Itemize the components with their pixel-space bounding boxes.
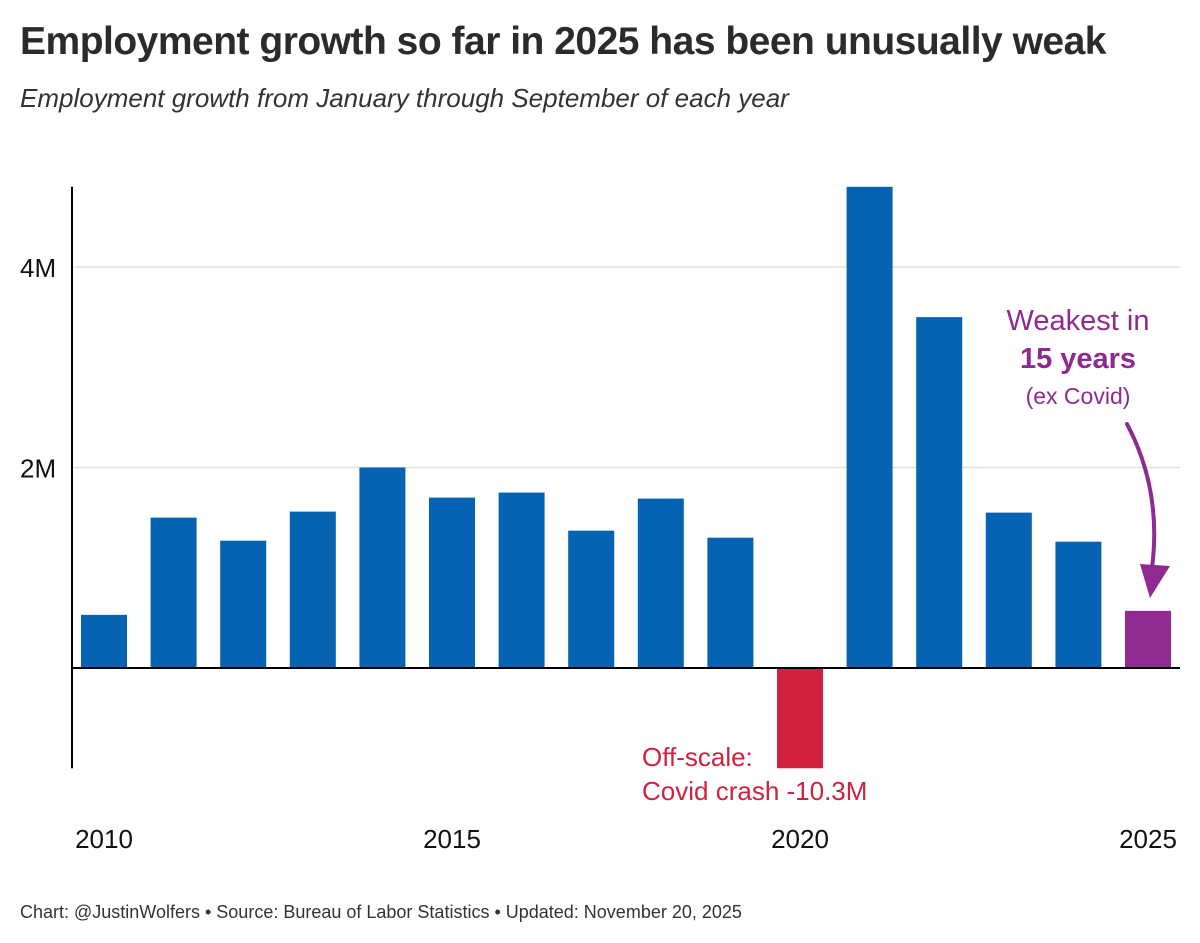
weakest-annotation-line3: (ex Covid) — [1026, 383, 1131, 409]
bar-2015 — [429, 497, 475, 668]
chart-title: Employment growth so far in 2025 has bee… — [20, 20, 1106, 63]
annotation-arrow-icon — [1125, 422, 1157, 570]
bar-2019 — [707, 537, 754, 668]
bar-2012 — [220, 540, 267, 668]
weakest-annotation-line2: 15 years — [1020, 343, 1136, 375]
x-tick-label: 2025 — [1119, 824, 1177, 854]
x-tick-label: 2010 — [75, 824, 133, 854]
x-tick-labels: 2010 2015 2020 2025 — [75, 824, 1177, 854]
covid-annotation-line2: Covid crash -10.3M — [642, 776, 867, 806]
bar-2018 — [637, 498, 684, 668]
bar-2024 — [1055, 541, 1102, 668]
weakest-annotation-line1: Weakest in — [1007, 305, 1150, 337]
chart-subtitle: Employment growth from January through S… — [20, 83, 789, 113]
bar-2021 — [846, 186, 893, 669]
bar-2010 — [81, 614, 127, 668]
gridlines — [72, 266, 1180, 469]
bar-2022 — [916, 317, 963, 668]
annotation-arrowhead-icon — [1140, 564, 1170, 598]
bar-2014 — [359, 467, 406, 668]
bar-2017 — [568, 530, 615, 668]
y-tick-labels: 2M 4M — [20, 253, 56, 484]
bar-2016 — [498, 492, 545, 668]
bar-2011 — [150, 517, 197, 668]
bar-2020-covid — [777, 668, 823, 769]
covid-annotation-line1: Off-scale: — [642, 742, 753, 772]
y-tick-label: 2M — [20, 454, 56, 484]
y-tick-label: 4M — [20, 253, 56, 283]
axes — [71, 186, 1180, 769]
bar-2025 — [1125, 610, 1171, 668]
x-tick-label: 2020 — [771, 824, 829, 854]
x-tick-label: 2015 — [423, 824, 481, 854]
bars — [81, 186, 1171, 769]
bar-2013 — [289, 511, 336, 668]
covid-annotation: Off-scale: Covid crash -10.3M — [642, 742, 867, 806]
weakest-annotation: Weakest in 15 years (ex Covid) — [1007, 305, 1170, 598]
bar-2023 — [985, 512, 1032, 668]
chart-footer: Chart: @JustinWolfers • Source: Bureau o… — [20, 902, 742, 922]
